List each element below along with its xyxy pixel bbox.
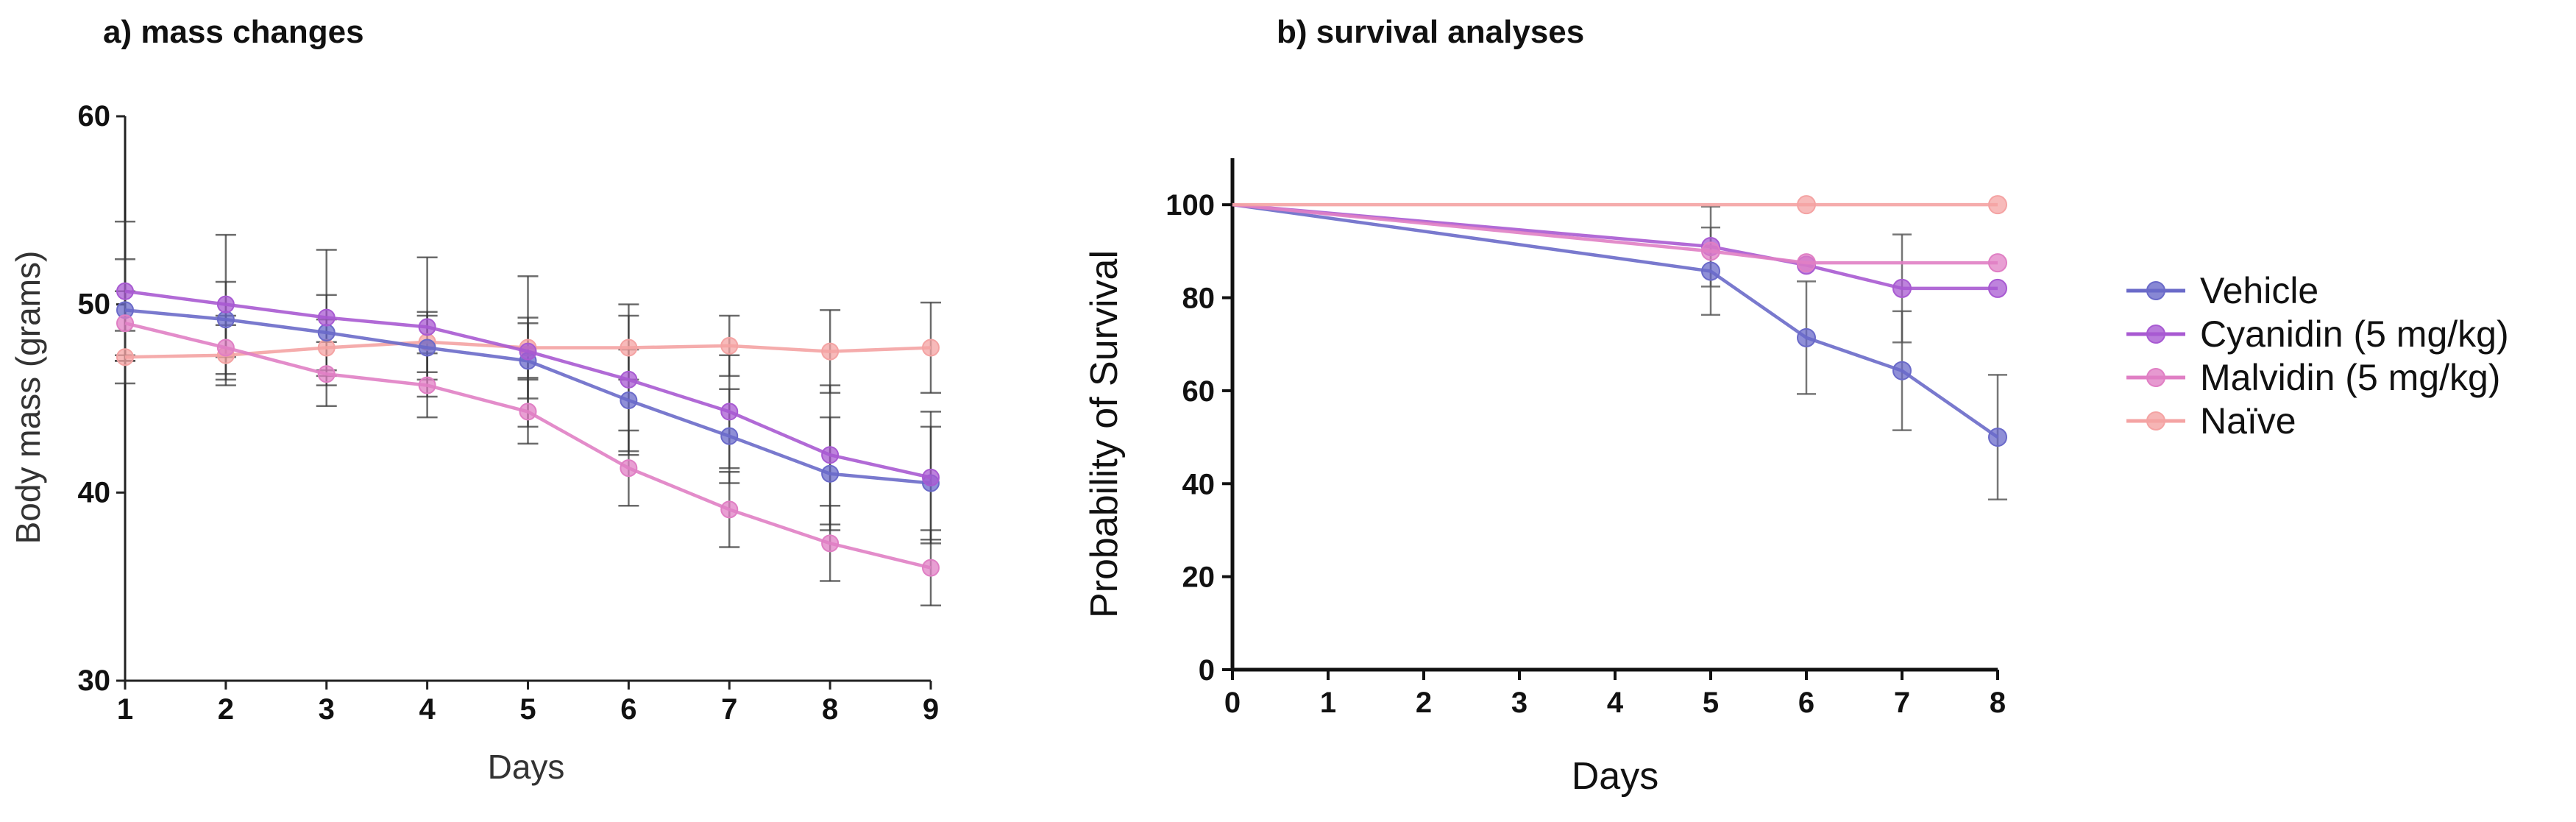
panel-b-x-tick-label: 6 bbox=[1798, 687, 1814, 719]
panel-b-y-tick-label: 60 bbox=[1182, 375, 1216, 408]
panel-a-plot bbox=[115, 220, 941, 606]
panel-b-y-tick-label: 80 bbox=[1182, 283, 1216, 315]
panel-b-x-tick-label: 2 bbox=[1416, 687, 1432, 719]
panel-a-x-tick-label: 5 bbox=[519, 693, 536, 726]
panel-a-point-cyanidin-5-mg-kg bbox=[519, 342, 537, 361]
panel-b-point-malvidin-5-mg-kg bbox=[1988, 253, 2007, 273]
panel-a-x-tick-label: 9 bbox=[923, 693, 939, 726]
panel-a-point-cyanidin-5-mg-kg bbox=[720, 403, 739, 421]
panel-a-point-malvidin-5-mg-kg bbox=[116, 314, 134, 333]
panel-a-point-malvidin-5-mg-kg bbox=[418, 376, 436, 394]
panel-b-plot bbox=[1232, 195, 2007, 501]
panel-a-point-vehicle bbox=[620, 391, 638, 410]
panel-a-point-malvidin-5-mg-kg bbox=[821, 534, 840, 553]
legend-marker-vehicle bbox=[2146, 281, 2165, 300]
panel-a-point-na-ve bbox=[821, 342, 840, 361]
panel-b-y-tick-label: 40 bbox=[1182, 468, 1216, 500]
panel-a-axes: 30 40 50 60 1 2 3 4 5 6 7 8 9 bbox=[78, 100, 940, 726]
panel-a-point-malvidin-5-mg-kg bbox=[317, 365, 336, 383]
panel-a-point-na-ve bbox=[116, 348, 134, 366]
panel-b-point-vehicle bbox=[1701, 261, 1720, 281]
panel-a-point-na-ve bbox=[317, 339, 336, 357]
panel-a-y-tick-label: 30 bbox=[78, 665, 111, 697]
legend-marker-cyanidin-5-mg-kg bbox=[2146, 325, 2165, 344]
panel-b-point-cyanidin-5-mg-kg bbox=[1988, 278, 2007, 298]
panel-a-y-tick-label: 60 bbox=[78, 100, 111, 132]
panel-b-y-axis-label: Probability of Survival bbox=[1083, 250, 1126, 618]
panel-a-y-tick-label: 50 bbox=[78, 288, 111, 321]
panel-a-x-axis-label: Days bbox=[488, 748, 565, 786]
legend-label-na-ve: Naïve bbox=[2200, 400, 2296, 442]
panel-a-point-vehicle bbox=[418, 339, 436, 357]
legend-marker-malvidin-5-mg-kg bbox=[2146, 368, 2165, 387]
panel-b-x-axis-label: Days bbox=[1572, 755, 1658, 798]
panel-a-point-vehicle bbox=[821, 464, 840, 483]
panel-b-y-tick-label: 100 bbox=[1165, 189, 1215, 222]
panel-a-point-malvidin-5-mg-kg bbox=[620, 459, 638, 478]
panel-a-point-cyanidin-5-mg-kg bbox=[216, 295, 235, 313]
legend-label-vehicle: Vehicle bbox=[2200, 270, 2318, 311]
legend-label-malvidin-5-mg-kg: Malvidin (5 mg/kg) bbox=[2200, 357, 2500, 398]
panel-a-point-malvidin-5-mg-kg bbox=[519, 403, 537, 421]
panel-a-point-cyanidin-5-mg-kg bbox=[620, 370, 638, 389]
panel-b-point-malvidin-5-mg-kg bbox=[1701, 241, 1720, 261]
panel-a-y-axis-label: Body mass (grams) bbox=[9, 251, 47, 545]
legend-marker-na-ve bbox=[2146, 411, 2165, 431]
panel-a-x-tick-label: 1 bbox=[117, 693, 133, 726]
panel-a-title: a) mass changes bbox=[103, 14, 364, 50]
panel-b-point-cyanidin-5-mg-kg bbox=[1892, 278, 1912, 298]
panel-a-x-tick-label: 6 bbox=[620, 693, 636, 726]
panel-b-x-tick-label: 0 bbox=[1224, 687, 1241, 719]
panel-a-x-tick-label: 7 bbox=[721, 693, 737, 726]
panel-a-point-malvidin-5-mg-kg bbox=[216, 339, 235, 357]
panel-b-point-na-ve bbox=[1797, 195, 1816, 215]
panel-a: a) mass changes 30 40 50 60 1 2 3 4 5 6 7 8 9 Days B… bbox=[9, 14, 941, 786]
panel-a-point-vehicle bbox=[720, 427, 739, 445]
panel-a-point-na-ve bbox=[720, 336, 739, 355]
panel-a-point-malvidin-5-mg-kg bbox=[922, 559, 940, 577]
panel-a-point-vehicle bbox=[317, 324, 336, 342]
panel-b-x-tick-label: 1 bbox=[1320, 687, 1336, 719]
panel-a-x-tick-label: 8 bbox=[822, 693, 838, 726]
legend-label-cyanidin-5-mg-kg: Cyanidin (5 mg/kg) bbox=[2200, 313, 2509, 355]
panel-a-y-tick-label: 40 bbox=[78, 476, 111, 509]
panel-a-x-tick-label: 3 bbox=[319, 693, 335, 726]
panel-b-point-vehicle bbox=[1797, 327, 1816, 347]
panel-b-axes: 0 20 40 60 80 100 0 1 2 3 4 5 6 7 8 bbox=[1165, 158, 2006, 719]
panel-b-x-tick-label: 3 bbox=[1511, 687, 1527, 719]
panel-b-point-vehicle bbox=[1892, 361, 1912, 380]
panel-b: b) survival analyses 0 20 40 60 80 100 0 1 2 3 4 5 6… bbox=[1083, 14, 2007, 798]
panel-b-x-tick-label: 5 bbox=[1703, 687, 1719, 719]
panel-a-point-cyanidin-5-mg-kg bbox=[116, 282, 134, 300]
panel-b-series-line-malvidin-5-mg-kg bbox=[1232, 202, 1998, 265]
panel-a-point-cyanidin-5-mg-kg bbox=[317, 308, 336, 327]
panel-a-point-cyanidin-5-mg-kg bbox=[821, 446, 840, 464]
panel-a-point-cyanidin-5-mg-kg bbox=[922, 468, 940, 486]
panel-b-x-tick-label: 4 bbox=[1607, 687, 1624, 719]
panel-a-x-tick-label: 4 bbox=[419, 693, 436, 726]
panel-b-point-malvidin-5-mg-kg bbox=[1797, 253, 1816, 273]
panel-a-point-cyanidin-5-mg-kg bbox=[418, 318, 436, 336]
panel-a-point-vehicle bbox=[216, 311, 235, 329]
panel-b-title: b) survival analyses bbox=[1277, 14, 1584, 50]
panel-a-point-na-ve bbox=[620, 339, 638, 357]
panel-b-point-na-ve bbox=[1988, 195, 2007, 215]
panel-b-x-tick-label: 8 bbox=[1990, 687, 2006, 719]
panel-b-x-tick-label: 7 bbox=[1894, 687, 1910, 719]
panel-a-point-malvidin-5-mg-kg bbox=[720, 500, 739, 519]
panel-b-point-vehicle bbox=[1988, 428, 2007, 447]
panel-a-x-tick-label: 2 bbox=[218, 693, 234, 726]
panel-b-y-tick-label: 20 bbox=[1182, 561, 1216, 594]
panel-b-y-tick-label: 0 bbox=[1199, 654, 1215, 687]
panel-a-point-na-ve bbox=[922, 339, 940, 357]
